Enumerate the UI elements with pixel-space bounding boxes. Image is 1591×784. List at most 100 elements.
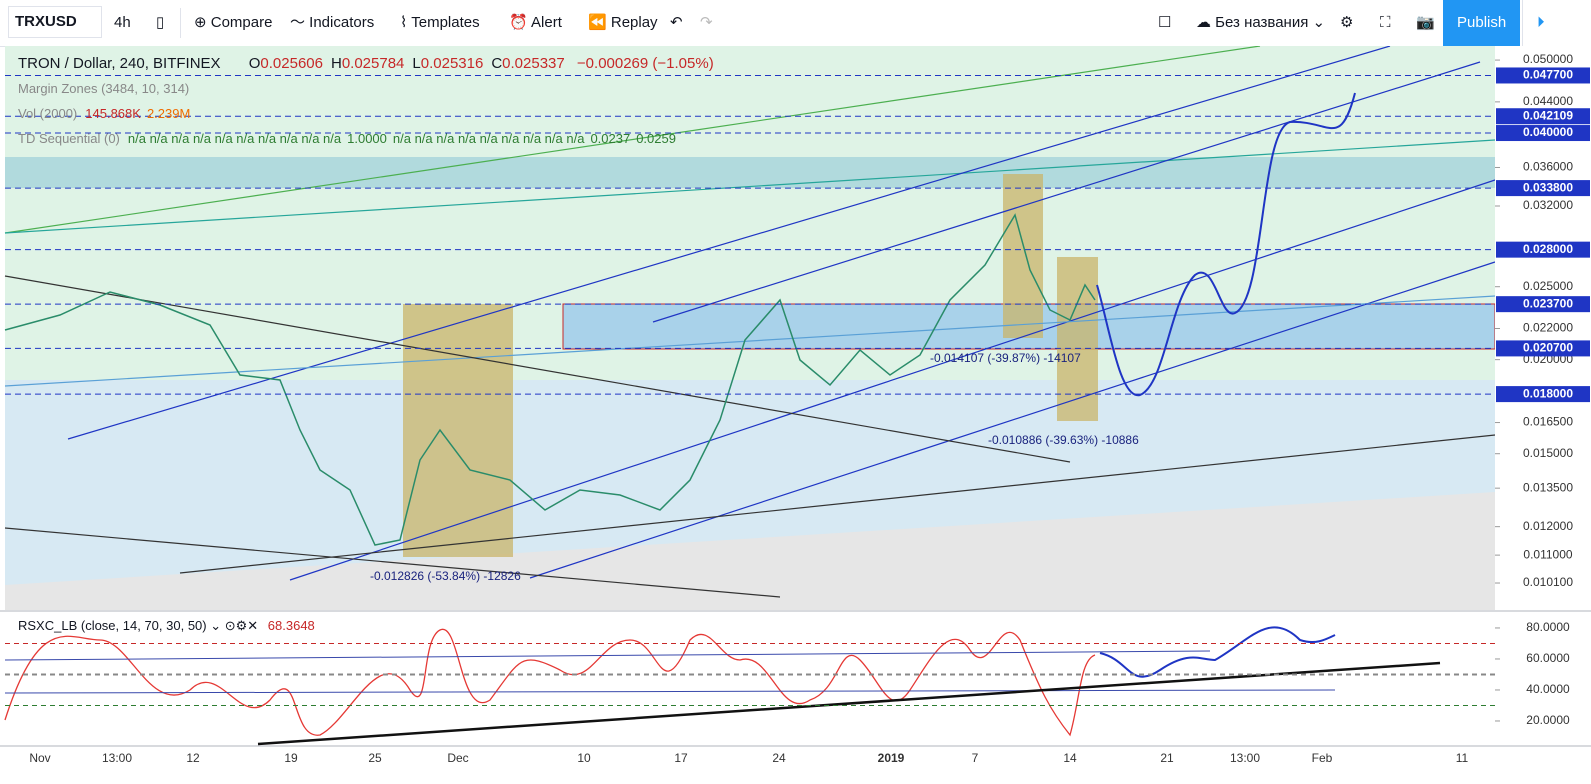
ohlc-value: 0.025337 — [502, 55, 565, 72]
fullscreen[interactable]: ⛶ — [1380, 14, 1391, 31]
y-tick-label: 0.012000 — [1523, 519, 1573, 533]
level-label: 0.047700 — [1523, 68, 1573, 82]
undo[interactable]: ↶ — [670, 14, 683, 31]
play[interactable]: ⏵ — [1522, 0, 1559, 46]
chart: -0.014107 (-39.87%) -14107 -0.010886 (-39… — [0, 46, 1591, 765]
indicator-value: 2.239M — [146, 106, 191, 121]
y-tick-label: 0.016500 — [1523, 415, 1573, 429]
level-box — [1496, 296, 1590, 313]
measure-box — [403, 304, 513, 557]
separator — [180, 8, 181, 38]
y-tick-label: 0.013500 — [1523, 480, 1573, 494]
ohlc-item: O0.025606 — [249, 55, 323, 72]
ohlc-item: C0.025337 — [491, 55, 564, 72]
indicators-button[interactable]: 〜 Indicators — [290, 14, 375, 31]
settings[interactable]: ⚙ — [1340, 14, 1354, 31]
x-tick-label: 19 — [284, 751, 298, 765]
level-label: 0.023700 — [1523, 296, 1573, 310]
indicator-legend: Margin Zones (3484, 10, 314) Vol (2000) 14… — [18, 80, 682, 155]
level-box — [1496, 67, 1590, 84]
label: Indicators — [309, 14, 375, 31]
level-box — [1496, 125, 1590, 142]
indicator-name: Margin Zones (3484, 10, 314) — [18, 81, 190, 96]
compare-button[interactable]: ⊕ Compare — [194, 14, 273, 31]
trendline — [4, 650, 1211, 661]
x-tick-label: 14 — [1063, 751, 1077, 765]
ohlc-item: L0.025316 — [412, 55, 483, 72]
interval[interactable]: 4h — [114, 14, 131, 31]
oscillator-pane — [5, 612, 1495, 745]
indicator-value: n/a n/a n/a n/a n/a n/a n/a n/a n/a n/a — [127, 131, 342, 146]
toolbar: TRXUSD 4h ▯ ⊕ Compare 〜 Indicators ⌇ Tem… — [0, 0, 1591, 47]
x-tick-label: 11 — [1456, 751, 1469, 765]
checkbox[interactable]: ☐ — [1158, 14, 1172, 31]
x-tick-label: 7 — [972, 751, 979, 765]
redo[interactable]: ↷ — [700, 14, 713, 31]
legend: TRON / Dollar, 240, BITFINEX O0.025606 H0… — [18, 55, 714, 72]
x-tick-label: Dec — [447, 751, 468, 765]
oscillator-legend: RSXC_LB (close, 14, 70, 30, 50) ⌄ ⊙⚙✕ 68… — [18, 618, 315, 633]
indicator-value: 145.868K — [85, 106, 141, 121]
measure-box — [1003, 174, 1043, 338]
y-tick-label: 0.025000 — [1523, 279, 1573, 293]
chart-type[interactable]: ▯ — [156, 14, 165, 31]
y-tick-label: 0.032000 — [1523, 198, 1573, 212]
ohlc-value: 0.025784 — [341, 55, 405, 72]
x-tick-label: Feb — [1312, 751, 1333, 765]
x-tick-label: 24 — [772, 751, 786, 765]
indicator-name: Vol (2000) — [18, 106, 78, 121]
price-trace — [4, 213, 1096, 546]
trendlines — [4, 46, 1496, 598]
level-label: 0.018000 — [1523, 386, 1573, 400]
x-tick-label: Nov — [29, 751, 50, 765]
y-tick-label: 20.0000 — [1526, 713, 1570, 727]
ohlc-item: H0.025784 — [331, 55, 404, 72]
x-tick-label: 17 — [674, 751, 688, 765]
publish-button[interactable]: Publish — [1443, 0, 1521, 46]
ohlc-value: 0.025316 — [420, 55, 484, 72]
forecast-drawing — [1099, 626, 1336, 678]
symbol-title: TRON / Dollar, 240, BITFINEX — [18, 55, 221, 72]
forecast-drawing — [1096, 92, 1356, 397]
ohlc-key: L — [412, 55, 421, 72]
oscillator-value: 68.3648 — [267, 618, 315, 633]
measure-box — [1057, 257, 1098, 421]
replay-button[interactable]: ⏪ Replay — [588, 14, 658, 31]
ohlc: O0.025606 H0.025784 L0.025316 C0.025337 — [249, 55, 573, 72]
y-tick-label: 0.050000 — [1523, 52, 1573, 66]
label: Compare — [210, 14, 273, 31]
x-tick-label: 13:00 — [1230, 751, 1260, 765]
x-tick-label: 25 — [368, 751, 382, 765]
ohlc-key: C — [491, 55, 503, 72]
templates-button[interactable]: ⌇ Templates — [400, 14, 480, 31]
measure-label: -0.014107 (-39.87%) -14107 — [930, 351, 1081, 365]
zone-gray — [5, 492, 1495, 610]
y-tick-label: 80.0000 — [1526, 620, 1570, 634]
y-tick-label: 40.0000 — [1526, 682, 1570, 696]
y-tick-label: 0.015000 — [1523, 446, 1573, 460]
level-box — [1496, 241, 1590, 258]
level-label: 0.033800 — [1523, 180, 1573, 194]
layout-name[interactable]: ☁ Без названия ⌄ — [1196, 14, 1326, 31]
level-box — [1496, 386, 1590, 403]
label: Без названия — [1215, 14, 1309, 31]
indicator-row: Vol (2000) 145.868K 2.239M — [18, 105, 682, 130]
alert-button[interactable]: ⏰ Alert — [509, 14, 562, 31]
level-label: 0.028000 — [1523, 242, 1573, 256]
screenshot[interactable]: 📷 — [1416, 14, 1435, 31]
indicator-row: TD Sequential (0) n/a n/a n/a n/a n/a n/a… — [18, 130, 682, 155]
level-label: 0.040000 — [1523, 125, 1573, 139]
level-box — [1496, 108, 1590, 125]
label: Alert — [531, 14, 562, 31]
indicator-value: 0.0237 — [590, 131, 631, 146]
x-tick-label: 21 — [1160, 751, 1174, 765]
y-tick-label: 0.010100 — [1523, 575, 1573, 589]
indicator-name: TD Sequential (0) — [18, 131, 120, 146]
y-tick-label: 0.036000 — [1523, 160, 1573, 174]
label: Replay — [610, 14, 658, 31]
measure-label: -0.010886 (-39.63%) -10886 — [988, 433, 1139, 447]
symbol[interactable]: TRXUSD — [8, 6, 102, 38]
y-tick-label: 0.044000 — [1523, 94, 1573, 108]
x-tick-label: 12 — [186, 751, 200, 765]
